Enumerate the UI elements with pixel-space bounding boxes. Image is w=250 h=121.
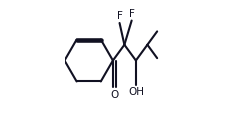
Text: OH: OH xyxy=(128,87,144,97)
Text: O: O xyxy=(110,90,118,100)
Text: F: F xyxy=(129,9,134,19)
Text: F: F xyxy=(116,11,122,21)
